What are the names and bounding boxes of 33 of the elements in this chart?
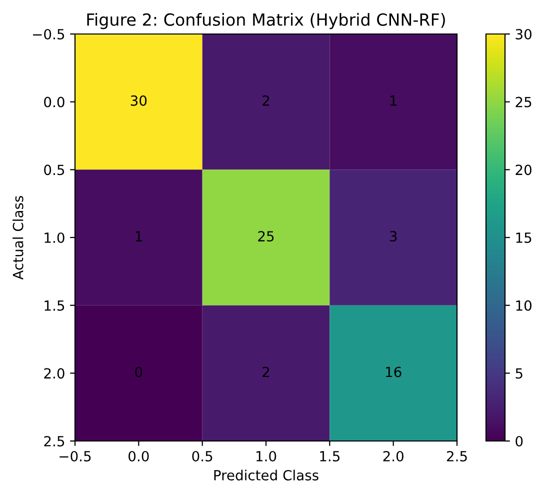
y-tick-label: 0.0 [44,96,64,108]
data-label: 1 [136,231,142,242]
data-label: 1 [390,96,396,106]
x-tick-label: −0.5 [60,450,91,462]
color-bar-label: 10 [516,300,532,311]
data-label: 25 [258,231,274,242]
x-tick-label: 2.5 [446,450,467,462]
x-tick-label: 2.0 [383,450,404,462]
color-bar-label: 25 [516,96,532,108]
data-label: 30 [130,95,147,106]
y-tick-label: 0.5 [44,164,64,176]
chart-title: Figure 2: Confusion Matrix (Hybrid CNN-RF) [87,13,445,30]
data-label: 0 [135,366,142,378]
color-bar-label: 5 [516,368,522,379]
data-label: 2 [262,95,270,106]
y-tick-label: 1.5 [44,300,64,311]
y-axis-title: Actual Class [12,196,24,280]
x-axis-title: Predicted Class [214,470,318,480]
x-tick-label: 1.0 [256,450,276,462]
color-bar-label: 0 [516,436,523,446]
data-label: 16 [386,366,402,378]
y-tick-label: −0.5 [33,28,64,40]
color-bar-label: 20 [516,164,532,176]
y-tick-label: 2.0 [44,368,64,379]
x-tick-label: 1.5 [320,451,340,462]
x-tick-label: 0.0 [128,450,149,462]
x-tick-label: 0.5 [192,450,212,462]
y-tick-label: 1.0 [44,232,64,243]
data-label: 2 [262,366,270,377]
data-label: 3 [390,231,397,242]
y-tick-label: 2.5 [44,436,64,446]
color-bar-label: 15 [516,232,532,243]
color-bar-label: 30 [516,28,532,40]
